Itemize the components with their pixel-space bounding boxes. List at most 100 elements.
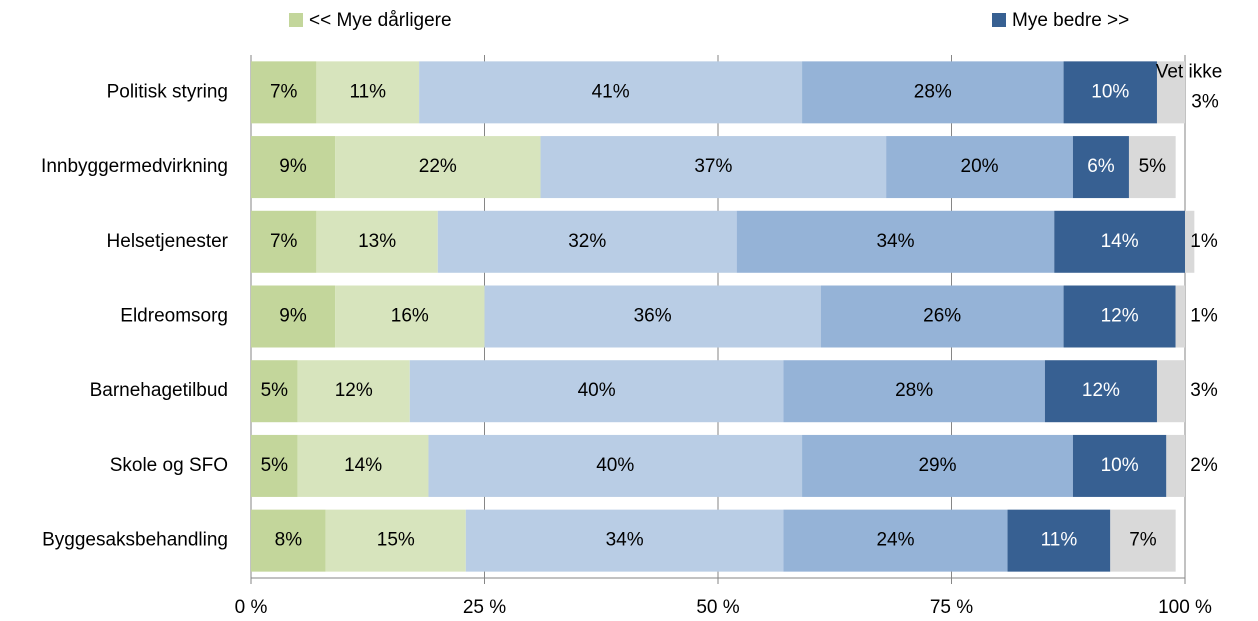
bar-segment: [1007, 509, 1111, 572]
bar-segment: [335, 285, 485, 348]
value-label: 41%: [592, 81, 630, 102]
value-label: 5%: [1139, 156, 1167, 177]
value-label: 11%: [1041, 530, 1078, 551]
bar-segment: [1185, 210, 1195, 273]
bar-segment: [1166, 434, 1185, 497]
bar-segment: [802, 61, 1064, 124]
x-tick-label: 100 %: [1158, 597, 1212, 618]
value-label: 6%: [1087, 156, 1115, 177]
y-tick-label: Helsetjenester: [107, 231, 229, 252]
value-label: 1%: [1190, 306, 1218, 327]
value-label: 20%: [961, 156, 999, 177]
bar-segment: [251, 434, 298, 497]
bar-segment: [802, 434, 1073, 497]
value-label: 22%: [419, 156, 457, 177]
value-label: 9%: [279, 306, 307, 327]
value-label: 5%: [261, 455, 289, 476]
value-label: 29%: [918, 455, 956, 476]
bar-segment: [1072, 136, 1129, 199]
x-tick-label: 25 %: [463, 597, 506, 618]
bar-segment: [1156, 61, 1185, 124]
legend-label: Mye bedre >>: [1012, 10, 1129, 31]
x-tick-label: 0 %: [235, 597, 268, 618]
bar-segment: [783, 509, 1008, 572]
bar-segment: [1063, 285, 1176, 348]
value-label: 10%: [1101, 455, 1139, 476]
value-label: 34%: [606, 530, 644, 551]
bar-segment: [1072, 434, 1167, 497]
value-label: 24%: [876, 530, 914, 551]
legend-swatch: [992, 13, 1006, 27]
value-label: 7%: [1129, 530, 1157, 551]
bar-segment: [335, 136, 541, 199]
bar-segment: [251, 61, 317, 124]
bar-segment: [325, 509, 466, 572]
value-label: 9%: [279, 156, 307, 177]
bar-segment: [1054, 210, 1185, 273]
value-label: 26%: [923, 306, 961, 327]
x-tick-label: 50 %: [696, 597, 739, 618]
bar-segment: [297, 360, 410, 423]
value-label: 16%: [391, 306, 429, 327]
value-label: 3%: [1190, 380, 1218, 401]
bar-segment: [316, 61, 420, 124]
bar-segment: [428, 434, 803, 497]
value-label: 34%: [876, 231, 914, 252]
bar-segment: [886, 136, 1073, 199]
value-label: 14%: [344, 455, 382, 476]
value-label: 11%: [349, 81, 386, 102]
value-label: 28%: [895, 380, 933, 401]
y-tick-label: Innbyggermedvirkning: [41, 156, 228, 177]
value-label: 12%: [1101, 306, 1139, 327]
value-label: 13%: [358, 231, 396, 252]
bar-segment: [251, 210, 317, 273]
value-label: 12%: [335, 380, 373, 401]
value-label: 37%: [694, 156, 732, 177]
value-label: 8%: [275, 530, 303, 551]
bar-segment: [1175, 285, 1185, 348]
value-label: 7%: [270, 81, 298, 102]
annotation: Vet ikke: [1156, 61, 1223, 82]
value-label: 36%: [634, 306, 672, 327]
value-label: 15%: [377, 530, 415, 551]
value-label: 14%: [1101, 231, 1139, 252]
bar-segment: [1156, 360, 1185, 423]
y-tick-label: Eldreomsorg: [120, 306, 228, 327]
bar-segment: [1063, 61, 1157, 124]
bar-segment: [419, 61, 803, 124]
bar-segment: [736, 210, 1055, 273]
legend-label: << Mye dårligere: [309, 10, 452, 31]
value-label: 40%: [578, 380, 616, 401]
bar-segment: [484, 285, 821, 348]
bar-segment: [251, 509, 326, 572]
value-label: 28%: [914, 81, 952, 102]
y-tick-label: Skole og SFO: [110, 455, 228, 476]
value-label: 10%: [1091, 81, 1129, 102]
value-label: 40%: [596, 455, 634, 476]
bar-segment: [820, 285, 1064, 348]
value-label: 12%: [1082, 380, 1120, 401]
bar-segment: [1128, 136, 1176, 199]
bar-segment: [251, 285, 336, 348]
value-label: 3%: [1191, 91, 1219, 112]
value-label: 5%: [261, 380, 289, 401]
value-label: 2%: [1190, 455, 1218, 476]
y-tick-label: Byggesaksbehandling: [42, 530, 228, 551]
bar-segment: [297, 434, 429, 497]
value-label: 32%: [568, 231, 606, 252]
legend-swatch: [289, 13, 303, 27]
value-label: 7%: [270, 231, 298, 252]
bar-segment: [316, 210, 438, 273]
bar-segment: [540, 136, 887, 199]
bar-segment: [465, 509, 784, 572]
bar-segment: [437, 210, 737, 273]
value-label: 1%: [1190, 231, 1218, 252]
y-tick-label: Politisk styring: [107, 81, 228, 102]
bar-segment: [409, 360, 784, 423]
bar-segment: [1044, 360, 1157, 423]
bar-segment: [251, 360, 298, 423]
bar-segment: [251, 136, 336, 199]
x-tick-label: 75 %: [930, 597, 973, 618]
bar-segment: [1110, 509, 1176, 572]
